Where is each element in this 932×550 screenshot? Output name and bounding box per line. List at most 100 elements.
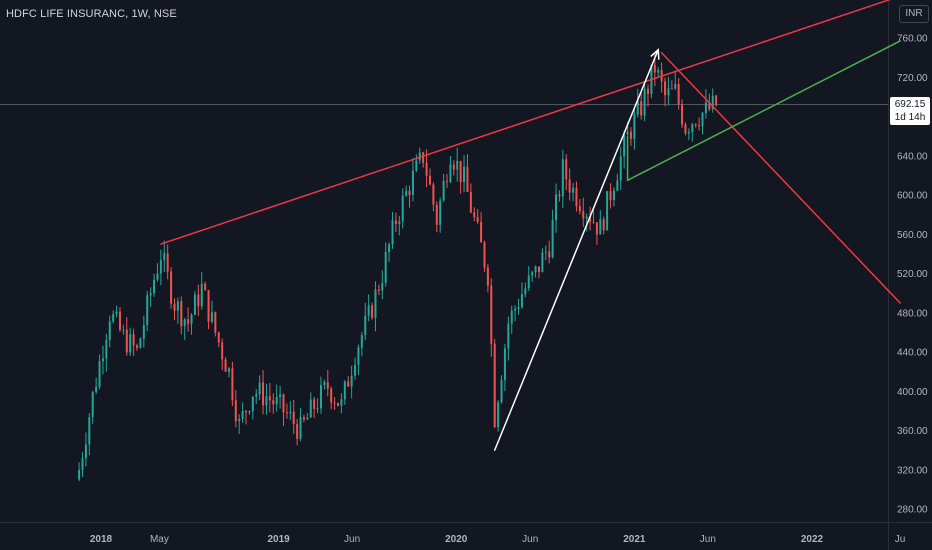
candle-body [544,251,547,253]
y-tick-label: 560.00 [897,230,928,241]
candle-body [88,417,91,445]
candle-body [364,315,367,336]
candle-body [214,312,217,333]
candle-body [578,206,581,212]
y-tick-label: 440.00 [897,348,928,359]
candle-body [599,219,602,235]
candle-body [446,180,449,182]
candle-body [81,458,84,471]
bar-countdown: 1d 14h [894,111,926,123]
candle-body [684,124,687,134]
candle-body [118,311,121,330]
candle-body [616,180,619,191]
candle-body [187,319,190,324]
candle-body [371,305,374,318]
candle-body [466,166,469,192]
drawing-descending [660,51,901,304]
arrow-head [650,48,660,60]
candle-body [670,88,673,90]
candle-body [555,194,558,221]
candle-body [531,272,534,276]
x-tick-label: 2018 [90,534,113,545]
candle-body [514,308,517,311]
candle-body [207,290,210,322]
drawing-resistance [160,0,891,245]
candle-body [149,293,152,296]
candle-body [640,101,643,116]
candle-body [159,260,162,274]
candle-body [623,134,626,157]
candle-body [398,221,401,225]
candle-body [173,303,176,311]
candle-body [296,424,299,439]
x-tick-label: Jun [522,534,538,545]
candle-body [292,411,295,425]
x-tick-label: 2019 [268,534,291,545]
candle-body [217,332,220,343]
candle-body [592,221,595,223]
candle-body [428,175,431,185]
current-price-value: 692.15 [894,98,926,110]
candle-body [449,164,452,182]
candle-body [319,384,322,409]
candle-body [698,125,701,127]
candle-body [493,343,496,428]
candle-body [561,159,564,197]
candle-body [483,242,486,268]
candle-body [517,307,520,309]
candle-body [548,251,551,258]
candle-body [527,275,530,289]
candle-body [422,152,425,163]
candle-body [469,191,472,213]
candle-body [357,347,360,365]
candle-body [125,329,128,353]
candle-body [480,221,483,243]
y-tick-label: 520.00 [897,269,928,280]
candle-body [279,394,282,398]
candle-body [367,305,370,316]
currency-unit-badge[interactable]: INR [899,5,929,23]
x-tick-label: 2022 [801,534,824,545]
candle-body [153,279,156,294]
candle-body [674,84,677,89]
candle-body [636,101,639,115]
candle-body [497,402,500,428]
candle-body [101,358,104,362]
y-tick-label: 640.00 [897,151,928,162]
candle-body [602,219,605,231]
candle-body [490,285,493,344]
candle-body [289,411,292,414]
candle-body [612,190,615,201]
candle-body [551,220,554,258]
candle-body [463,166,466,183]
candle-body [541,252,544,273]
candle-body [347,381,350,387]
candle-body [701,112,704,126]
candle-body [384,252,387,283]
candle-body [633,114,636,139]
candle-body [507,323,510,349]
candle-body [200,283,203,307]
candle-body [262,382,265,406]
candle-body [503,348,506,380]
candle-body [190,314,193,324]
candle-body [129,334,132,353]
candle-body [582,211,585,219]
candle-body [381,282,384,291]
y-tick-label: 480.00 [897,308,928,319]
candle-body [238,419,241,422]
candle-body [452,164,455,170]
candle-body [268,396,271,401]
x-tick-label: Jun [700,534,716,545]
candle-body [589,216,592,222]
candle-body [91,391,94,418]
candle-body [619,156,622,181]
candle-body [136,345,139,348]
candle-body [585,216,588,219]
candle-body [510,310,513,324]
candle-body [473,212,476,218]
candle-body [95,386,98,392]
current-price-label: 692.15 1d 14h [890,96,930,125]
candle-body [204,283,207,291]
